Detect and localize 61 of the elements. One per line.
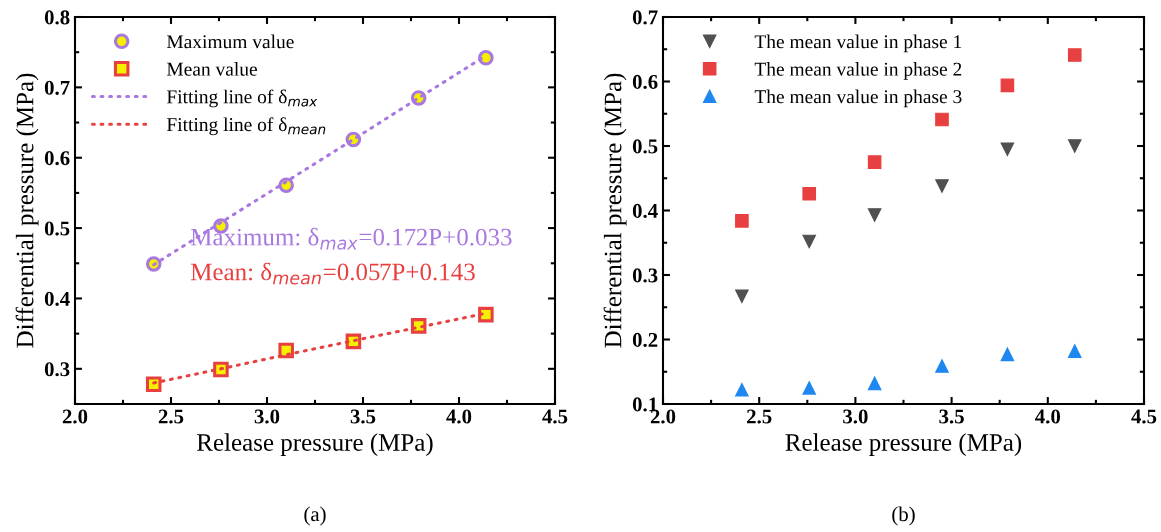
point <box>1000 347 1015 362</box>
y-axis-title: Differential pressure (MPa) <box>603 73 627 348</box>
point <box>1000 142 1015 157</box>
legend-label: Fitting line of δ$_{mean}$ <box>166 117 326 136</box>
x-tick-label: 4.5 <box>1131 409 1157 424</box>
y-tick-label: 0.3 <box>44 362 70 377</box>
point <box>278 177 294 193</box>
annotation: Mean: δ$_{mean}$=0.057P+0.143 <box>190 262 475 285</box>
x-tick-label: 3.5 <box>939 409 964 424</box>
x-tick-label: 4.5 <box>542 409 568 424</box>
text: (a) <box>304 506 326 526</box>
point <box>145 376 162 393</box>
point <box>867 208 882 222</box>
point <box>867 376 882 391</box>
point <box>935 112 949 127</box>
point <box>1067 139 1082 153</box>
point <box>935 179 949 193</box>
legend-label: Mean value <box>166 62 257 76</box>
x-tick-label: 4.0 <box>1035 409 1061 424</box>
point <box>1067 344 1082 358</box>
y-tick-label: 0.5 <box>632 139 658 154</box>
legend-label: The mean value in phase 1 <box>754 34 962 53</box>
point <box>478 50 494 66</box>
y-axis-title: Differential pressure (MPa) <box>15 73 39 348</box>
legend-label: The mean value in phase 3 <box>754 89 962 108</box>
x-tick-label: 3.0 <box>843 409 868 424</box>
x-tick-label: 3.5 <box>350 409 376 424</box>
annotation: Maximum: δ$_{max}$=0.172P+0.033 <box>190 227 512 250</box>
y-tick-label: 0.4 <box>632 203 658 219</box>
point <box>478 306 494 323</box>
point <box>802 234 817 249</box>
point <box>802 381 817 395</box>
y-tick-label: 0.6 <box>44 151 70 166</box>
x-tick-label: 4.0 <box>446 409 472 424</box>
x-axis-title: Release pressure (MPa) <box>785 433 1022 456</box>
y-tick-label: 0.8 <box>44 10 70 25</box>
point <box>802 186 817 201</box>
point <box>1067 48 1082 62</box>
x-tick-label: 3.0 <box>254 409 280 424</box>
text: (b) <box>892 506 915 526</box>
y-tick-label: 0.5 <box>44 221 70 236</box>
x-tick-label: 2.5 <box>158 409 184 424</box>
legend-label: Maximum value <box>166 34 294 49</box>
point <box>735 289 749 304</box>
y-tick-label: 0.4 <box>44 291 70 306</box>
point <box>735 214 749 228</box>
point <box>867 155 882 169</box>
point <box>213 361 229 378</box>
x-axis-title: Release pressure (MPa) <box>197 433 433 456</box>
x-tick-label: 2.5 <box>747 409 772 424</box>
y-tick-label: 0.2 <box>632 332 658 348</box>
y-tick-label: 0.7 <box>632 10 658 25</box>
point <box>735 383 749 397</box>
y-tick-label: 0.7 <box>44 80 70 95</box>
legend-label: The mean value in phase 2 <box>754 62 962 80</box>
point <box>935 359 949 373</box>
y-tick-label: 0.6 <box>632 74 658 90</box>
x-tick-label: 2.0 <box>62 409 88 424</box>
point <box>1000 78 1015 93</box>
legend-label: Fitting line of δ$_{max}$ <box>166 89 318 108</box>
y-tick-label: 0.3 <box>632 268 658 283</box>
